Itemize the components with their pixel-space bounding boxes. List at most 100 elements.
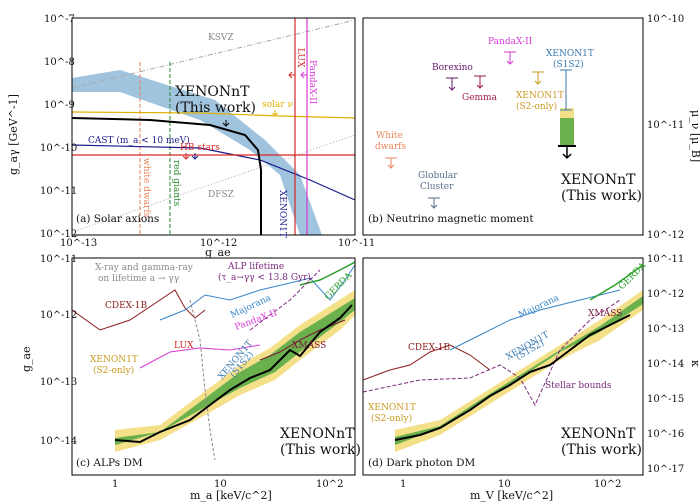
xenon1t-s2only-limit — [532, 71, 544, 85]
cdex-line-d — [363, 344, 491, 381]
c-ytick-1e-14: 10^-14 — [40, 436, 77, 447]
d-xlabel: m_V [keV/c^2] — [470, 489, 553, 502]
xenonnt-headline-c1: XENONnT — [280, 426, 355, 442]
c-xlabel: m_a [keV/c^2] — [190, 489, 272, 502]
dfsz-label: DFSZ — [208, 190, 234, 200]
panel-c-frame — [71, 257, 356, 476]
d-xtick-1: 1 — [400, 479, 406, 490]
hb-arrow-icon — [182, 153, 190, 160]
s2only-label-b2: (S2-only) — [516, 101, 557, 112]
caption-b: (b) Neutrino magnetic moment — [368, 213, 534, 225]
s2only-label-d1: XENON1T — [368, 403, 416, 413]
caption-c: (c) ALPs DM — [76, 457, 143, 469]
s2only-label-c1: XENON1T — [90, 355, 138, 365]
d-ytick-1e-13: 10^-13 — [647, 324, 684, 335]
solar-nu-label: solar ν — [262, 100, 293, 110]
d-ytick-1e-14: 10^-14 — [647, 359, 684, 370]
gerda-line-d — [589, 264, 643, 301]
hb-stars-label: HB stars — [180, 143, 220, 153]
globular-label-b2: Cluster — [420, 182, 454, 192]
a-ytick-1e-10: 10^-10 — [40, 143, 77, 154]
a-ytick-1e-7: 10^-7 — [44, 14, 75, 25]
majorana-line-d — [449, 289, 621, 351]
xenonnt-line — [72, 117, 262, 235]
xenonnt-headline-a2: (This work) — [175, 100, 256, 116]
lux-label-c: LUX — [174, 341, 194, 351]
lux-arrow-icon — [288, 71, 295, 79]
panel-d-frame — [362, 257, 644, 476]
xenonnt-headline-b2: (This work) — [561, 188, 642, 204]
b-ytick-1e-10: 10^-10 — [647, 14, 684, 25]
c-ylabel: g_ae — [20, 346, 33, 372]
xenon1t-band — [72, 70, 322, 235]
xray-label-2: on lifetime a → γγ — [98, 274, 179, 284]
a-ytick-1e-9: 10^-9 — [44, 100, 75, 111]
dfsz-line — [72, 134, 355, 233]
xenonnt-line-c — [114, 304, 353, 444]
xenonnt-headline-d2: (This work) — [561, 442, 642, 458]
xmass-label: XMASS — [292, 341, 326, 351]
gemma-limit — [474, 75, 486, 89]
s1s2-label-b1: XENON1T — [546, 49, 594, 59]
xenonnt-down-arrow-icon — [562, 146, 572, 160]
s2only-label-b1: XENON1T — [516, 91, 564, 101]
c-xtick-10: 10 — [214, 479, 227, 490]
d-ytick-1e-11: 10^-11 — [647, 254, 684, 265]
a-ytick-1e-12: 10^-12 — [40, 229, 77, 240]
borexino-limit — [446, 77, 458, 91]
a-ytick-1e-8: 10^-8 — [44, 57, 75, 68]
d-ytick-1e-12: 10^-12 — [647, 289, 684, 300]
d-ylabel: κ — [689, 360, 700, 367]
a-xtick-1e-12: 10^-12 — [200, 238, 237, 249]
red-giants-label: red giants — [171, 160, 181, 207]
xenonnt-headline-c2: (This work) — [280, 442, 361, 458]
alp-lifetime-label-2: (τ_a→γγ < 13.8 Gyr) — [218, 272, 311, 283]
gemma-label: Gemma — [462, 93, 498, 103]
caption-a: (a) Solar axions — [76, 213, 159, 225]
ksvz-line — [72, 19, 355, 89]
alp-lifetime-line — [249, 269, 321, 331]
globular-label-b1: Globular — [418, 171, 458, 181]
c-xtick-100: 10^2 — [316, 479, 343, 490]
b-ytick-1e-12: 10^-12 — [647, 230, 684, 241]
majorana-label-d: Majorana — [517, 293, 561, 321]
d-xtick-10: 10 — [498, 479, 511, 490]
panel-a-solar-axions: KSVZ DFSZ PandaX-II LUX solar ν CAST (m_… — [7, 14, 375, 259]
stellar-bounds-label: Stellar bounds — [545, 381, 612, 391]
gerda-label-d: GERDA — [617, 260, 649, 292]
ksvz-label: KSVZ — [208, 33, 234, 43]
xenonnt-headline-b1: XENONnT — [561, 172, 636, 188]
cast-label: CAST (m_a < 10 meV) — [88, 135, 190, 146]
gerda-line — [299, 261, 355, 286]
pandax-label: PandaX-II — [307, 60, 317, 105]
caption-d: (d) Dark photon DM — [368, 457, 476, 469]
xenonnt-line-d — [394, 314, 631, 441]
borexino-label: Borexino — [432, 63, 473, 73]
s2only-label-d2: (S2-only) — [371, 413, 412, 424]
xenon1t-s1s2-interval — [560, 69, 572, 111]
cdex-line — [72, 289, 206, 331]
xmass-label-d: XMASS — [588, 309, 622, 319]
globular-cluster-limit — [428, 197, 440, 209]
panel-c-alps-dm: X-ray and gamma-ray on lifetime a → γγ A… — [20, 254, 361, 502]
pandax-arrow-icon — [300, 71, 307, 79]
panel-d-dark-photon-dm: CDEX-1B Majorana GERDA XMASS Stellar bou… — [362, 254, 700, 502]
cdex-label: CDEX-1B — [105, 301, 148, 311]
c-ytick-1e-12: 10^-12 — [40, 310, 77, 321]
majorana-line — [159, 264, 355, 321]
d-ytick-1e-15: 10^-15 — [647, 394, 684, 405]
s1s2-label-b2: (S1S2) — [553, 59, 584, 70]
a-xtick-1e-11: 10^-11 — [338, 238, 375, 249]
panel-a-frame — [71, 17, 356, 236]
c-ytick-1e-13: 10^-13 — [40, 377, 77, 388]
a-ylabel: g_aγ [GeV^-1] — [7, 94, 20, 175]
a-ytick-1e-11: 10^-11 — [40, 186, 77, 197]
d-xtick-100: 10^2 — [594, 479, 621, 490]
xenonnt-green-band — [560, 118, 574, 146]
s2only-label-c2: (S2-only) — [93, 365, 134, 376]
xenonnt-arrow-icon — [222, 120, 230, 127]
d-ytick-1e-16: 10^-16 — [647, 429, 684, 440]
white-dwarfs-label: white dwarfs — [141, 158, 151, 218]
xray-label-1: X-ray and gamma-ray — [95, 263, 194, 273]
white-dwarfs-label-b2: dwarfs — [375, 142, 406, 152]
